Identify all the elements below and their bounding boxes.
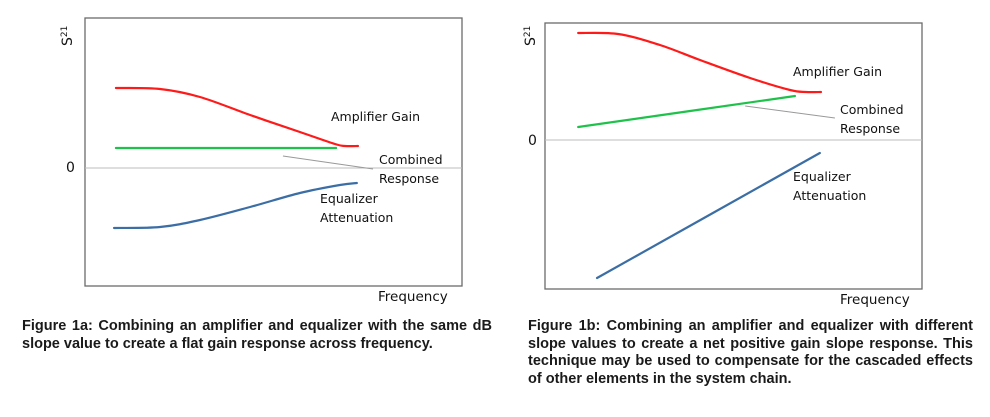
label-amplifier-gain: Amplifier Gain xyxy=(331,109,420,124)
label-equalizer: Equalizer xyxy=(793,169,852,184)
combined-response-leader-line xyxy=(282,155,374,170)
label-equalizer: Equalizer xyxy=(320,191,379,206)
label-response: Response xyxy=(379,171,439,186)
series-combined-response xyxy=(577,94,797,129)
y-axis-label: S21 xyxy=(60,26,76,46)
figure-1a-caption: Figure 1a: Combining an amplifier and eq… xyxy=(22,318,492,352)
y-tick-label-0: 0 xyxy=(528,133,537,149)
label-attenuation: Attenuation xyxy=(793,188,866,203)
figure-1b-caption: Figure 1b: Combining an amplifier and eq… xyxy=(528,318,973,387)
label-combined: Combined xyxy=(840,102,904,117)
combined-response-leader-line xyxy=(745,105,835,119)
label-attenuation: Attenuation xyxy=(320,210,393,225)
y-axis-label: S21 xyxy=(523,26,539,46)
series-equalizer-attenuation xyxy=(595,151,821,280)
chart-1a: 0 S21 Frequency Amplifier Gain Combined … xyxy=(60,17,463,305)
chart-1b: 0 S21 Frequency Amplifier Gain Combined … xyxy=(523,22,923,308)
series-equalizer-attenuation xyxy=(112,181,358,230)
y-tick-label-0: 0 xyxy=(66,160,75,176)
x-axis-label: Frequency xyxy=(840,292,910,308)
plot-frame xyxy=(84,17,463,287)
plot-frame xyxy=(544,22,923,290)
series-amplifier-gain xyxy=(577,31,823,94)
label-response: Response xyxy=(840,121,900,136)
x-axis-label: Frequency xyxy=(378,289,448,305)
label-combined: Combined xyxy=(379,152,443,167)
series-amplifier-gain xyxy=(114,86,360,148)
label-amplifier-gain: Amplifier Gain xyxy=(793,64,882,79)
svg-text:S21: S21 xyxy=(60,26,76,46)
svg-text:S21: S21 xyxy=(523,26,539,46)
